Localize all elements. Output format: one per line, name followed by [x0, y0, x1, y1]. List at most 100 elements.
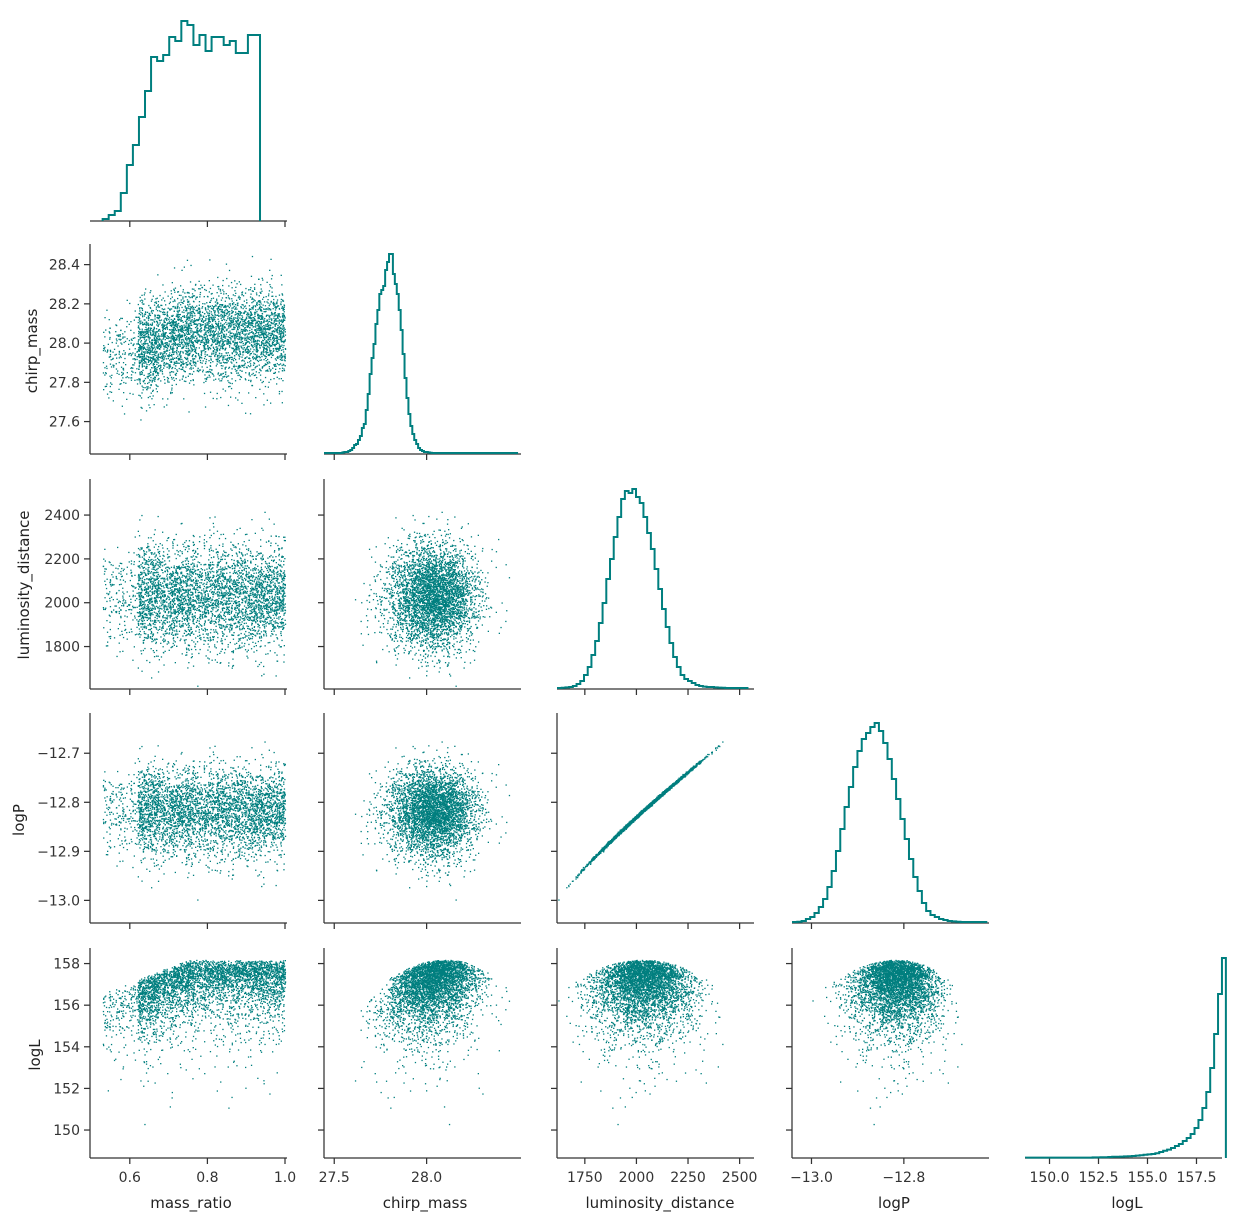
scatter-point	[193, 344, 194, 345]
scatter-point	[172, 392, 173, 393]
scatter-point	[139, 344, 140, 345]
scatter-point	[194, 313, 195, 314]
scatter-point	[125, 364, 126, 365]
scatter-point	[272, 275, 273, 276]
scatter-point	[256, 355, 257, 356]
scatter-point	[141, 374, 142, 375]
scatter-point	[146, 321, 147, 322]
scatter-point	[226, 320, 227, 321]
scatter-point	[219, 304, 220, 305]
scatter-point	[245, 288, 246, 289]
scatter-point	[184, 357, 185, 358]
scatter-point	[236, 354, 237, 355]
scatter-point	[174, 292, 175, 293]
scatter-point	[281, 350, 282, 351]
scatter-point	[136, 343, 137, 344]
scatter-point	[202, 366, 203, 367]
scatter-point	[176, 373, 177, 374]
scatter-point	[234, 366, 235, 367]
scatter-point	[197, 312, 198, 313]
scatter-point	[267, 400, 268, 401]
scatter-point	[204, 342, 205, 343]
scatter-point	[235, 317, 236, 318]
scatter-point	[273, 351, 274, 352]
scatter-point	[158, 341, 159, 342]
scatter-point	[283, 345, 284, 346]
scatter-point	[272, 327, 273, 328]
scatter-point	[106, 373, 107, 374]
scatter-point	[226, 324, 227, 325]
scatter-point	[186, 327, 187, 328]
scatter-point	[169, 343, 170, 344]
scatter-point	[192, 374, 193, 375]
scatter-point	[263, 325, 264, 326]
scatter-point	[149, 339, 150, 340]
scatter-point	[191, 335, 192, 336]
scatter-point	[150, 374, 151, 375]
scatter-point	[192, 306, 193, 307]
scatter-point	[157, 317, 158, 318]
scatter-point	[261, 356, 262, 357]
scatter-point	[221, 353, 222, 354]
scatter-point	[240, 354, 241, 355]
scatter-point	[142, 386, 143, 387]
scatter-point	[169, 367, 170, 368]
scatter-point	[207, 318, 208, 319]
scatter-point	[112, 352, 113, 353]
scatter-point	[241, 325, 242, 326]
scatter-point	[251, 320, 252, 321]
scatter-point	[181, 341, 182, 342]
scatter-point	[266, 296, 267, 297]
scatter-point	[182, 302, 183, 303]
scatter-point	[223, 348, 224, 349]
scatter-point	[273, 308, 274, 309]
scatter-point	[152, 373, 153, 374]
scatter-point	[225, 372, 226, 373]
scatter-point	[158, 324, 159, 325]
scatter-point	[268, 387, 269, 388]
scatter-point	[259, 345, 260, 346]
scatter-point	[252, 290, 253, 291]
scatter-point	[279, 355, 280, 356]
scatter-point	[281, 284, 282, 285]
scatter-point	[196, 347, 197, 348]
scatter-point	[189, 292, 190, 293]
scatter-point	[192, 317, 193, 318]
scatter-point	[212, 305, 213, 306]
scatter-point	[139, 348, 140, 349]
scatter-point	[201, 315, 202, 316]
scatter-point	[200, 362, 201, 363]
scatter-point	[216, 300, 217, 301]
scatter-point	[177, 371, 178, 372]
scatter-point	[216, 329, 217, 330]
scatter-point	[155, 332, 156, 333]
scatter-point	[167, 329, 168, 330]
scatter-point	[220, 333, 221, 334]
scatter-point	[192, 308, 193, 309]
scatter-point	[279, 368, 280, 369]
scatter-point	[233, 360, 234, 361]
scatter-point	[163, 309, 164, 310]
scatter-point	[190, 330, 191, 331]
scatter-point	[177, 304, 178, 305]
scatter-point	[209, 369, 210, 370]
scatter-point	[160, 311, 161, 312]
scatter-point	[221, 336, 222, 337]
scatter-point	[205, 351, 206, 352]
scatter-point	[269, 305, 270, 306]
scatter-point	[167, 367, 168, 368]
scatter-point	[221, 365, 222, 366]
scatter-point	[235, 351, 236, 352]
scatter-point	[250, 296, 251, 297]
scatter-point	[285, 335, 286, 336]
scatter-point	[208, 330, 209, 331]
scatter-point	[244, 327, 245, 328]
scatter-point	[176, 326, 177, 327]
scatter-point	[271, 327, 272, 328]
scatter-point	[188, 354, 189, 355]
scatter-point	[180, 361, 181, 362]
scatter-point	[223, 280, 224, 281]
scatter-point	[271, 320, 272, 321]
scatter-point	[156, 324, 157, 325]
scatter-point	[206, 340, 207, 341]
